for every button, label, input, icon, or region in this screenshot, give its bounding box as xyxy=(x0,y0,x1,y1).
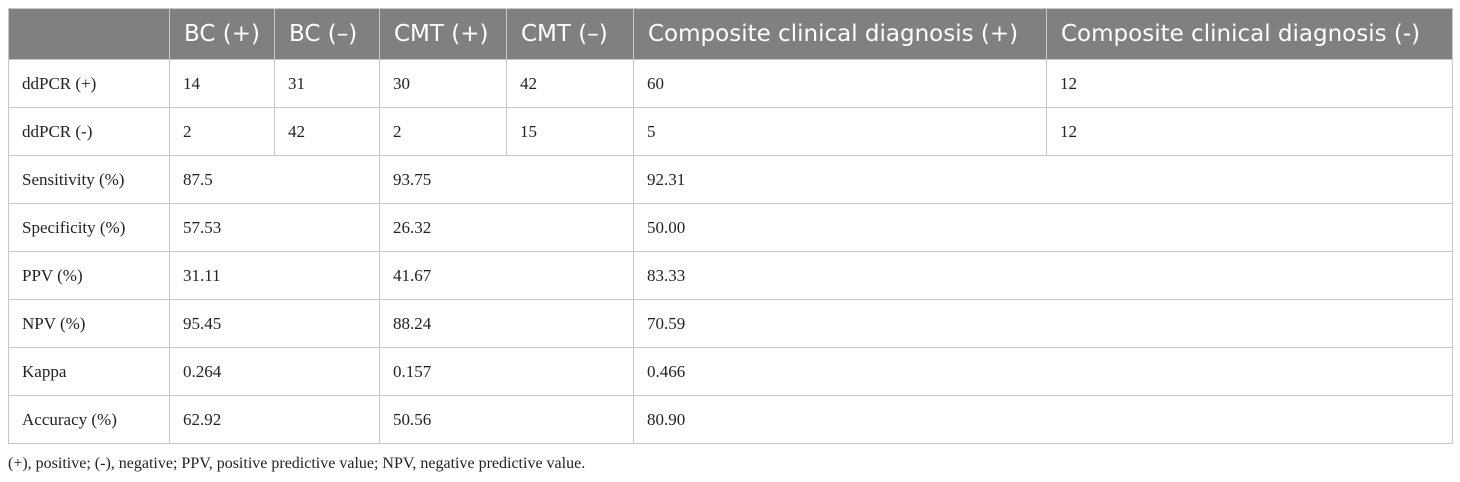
table-cell: 41.67 xyxy=(379,251,634,300)
table-row: ddPCR (+) 14 31 30 42 60 12 xyxy=(8,59,1453,108)
row-label: PPV (%) xyxy=(8,251,170,300)
table-row: Accuracy (%) 62.92 50.56 80.90 xyxy=(8,395,1453,444)
table-cell: 50.00 xyxy=(633,203,1453,252)
table-row: PPV (%) 31.11 41.67 83.33 xyxy=(8,251,1453,300)
table-cell: 12 xyxy=(1046,107,1453,156)
table-cell: 0.466 xyxy=(633,347,1453,396)
table-cell: 70.59 xyxy=(633,299,1453,348)
table-cell: 14 xyxy=(169,59,275,108)
table-cell: 88.24 xyxy=(379,299,634,348)
table-cell: 12 xyxy=(1046,59,1453,108)
table-cell: 15 xyxy=(506,107,634,156)
row-label: Accuracy (%) xyxy=(8,395,170,444)
table-cell: 87.5 xyxy=(169,155,380,204)
row-label: Specificity (%) xyxy=(8,203,170,252)
table-row: ddPCR (-) 2 42 2 15 5 12 xyxy=(8,107,1453,156)
table-footnote: (+), positive; (-), negative; PPV, posit… xyxy=(8,455,586,472)
table-cell: 2 xyxy=(379,107,507,156)
table-cell: 92.31 xyxy=(633,155,1453,204)
table-cell: 93.75 xyxy=(379,155,634,204)
table-cell: 83.33 xyxy=(633,251,1453,300)
header-cell-bc-negative: BC (–) xyxy=(274,8,380,60)
header-cell-composite-positive: Composite clinical diagnosis (+) xyxy=(633,8,1047,60)
header-cell-bc-positive: BC (+) xyxy=(169,8,275,60)
header-row: BC (+) BC (–) CMT (+) CMT (–) Composite … xyxy=(8,8,1453,60)
header-cell-blank xyxy=(8,8,170,60)
table-row: Kappa 0.264 0.157 0.466 xyxy=(8,347,1453,396)
results-table: BC (+) BC (–) CMT (+) CMT (–) Composite … xyxy=(8,8,1453,444)
table-cell: 95.45 xyxy=(169,299,380,348)
table-cell: 57.53 xyxy=(169,203,380,252)
table-cell: 31.11 xyxy=(169,251,380,300)
table-cell: 60 xyxy=(633,59,1047,108)
header-cell-cmt-negative: CMT (–) xyxy=(506,8,634,60)
row-label: Kappa xyxy=(8,347,170,396)
row-label: ddPCR (-) xyxy=(8,107,170,156)
table-cell: 31 xyxy=(274,59,380,108)
table-cell: 26.32 xyxy=(379,203,634,252)
table-cell: 0.157 xyxy=(379,347,634,396)
table-cell: 42 xyxy=(274,107,380,156)
table-cell: 62.92 xyxy=(169,395,380,444)
row-label: ddPCR (+) xyxy=(8,59,170,108)
table-cell: 42 xyxy=(506,59,634,108)
table-cell: 30 xyxy=(379,59,507,108)
header-cell-composite-negative: Composite clinical diagnosis (-) xyxy=(1046,8,1453,60)
table-row: Specificity (%) 57.53 26.32 50.00 xyxy=(8,203,1453,252)
row-label: Sensitivity (%) xyxy=(8,155,170,204)
row-label: NPV (%) xyxy=(8,299,170,348)
table-cell: 2 xyxy=(169,107,275,156)
table-cell: 0.264 xyxy=(169,347,380,396)
table-row: NPV (%) 95.45 88.24 70.59 xyxy=(8,299,1453,348)
table-cell: 80.90 xyxy=(633,395,1453,444)
table-cell: 50.56 xyxy=(379,395,634,444)
table-cell: 5 xyxy=(633,107,1047,156)
table-row: Sensitivity (%) 87.5 93.75 92.31 xyxy=(8,155,1453,204)
header-cell-cmt-positive: CMT (+) xyxy=(379,8,507,60)
